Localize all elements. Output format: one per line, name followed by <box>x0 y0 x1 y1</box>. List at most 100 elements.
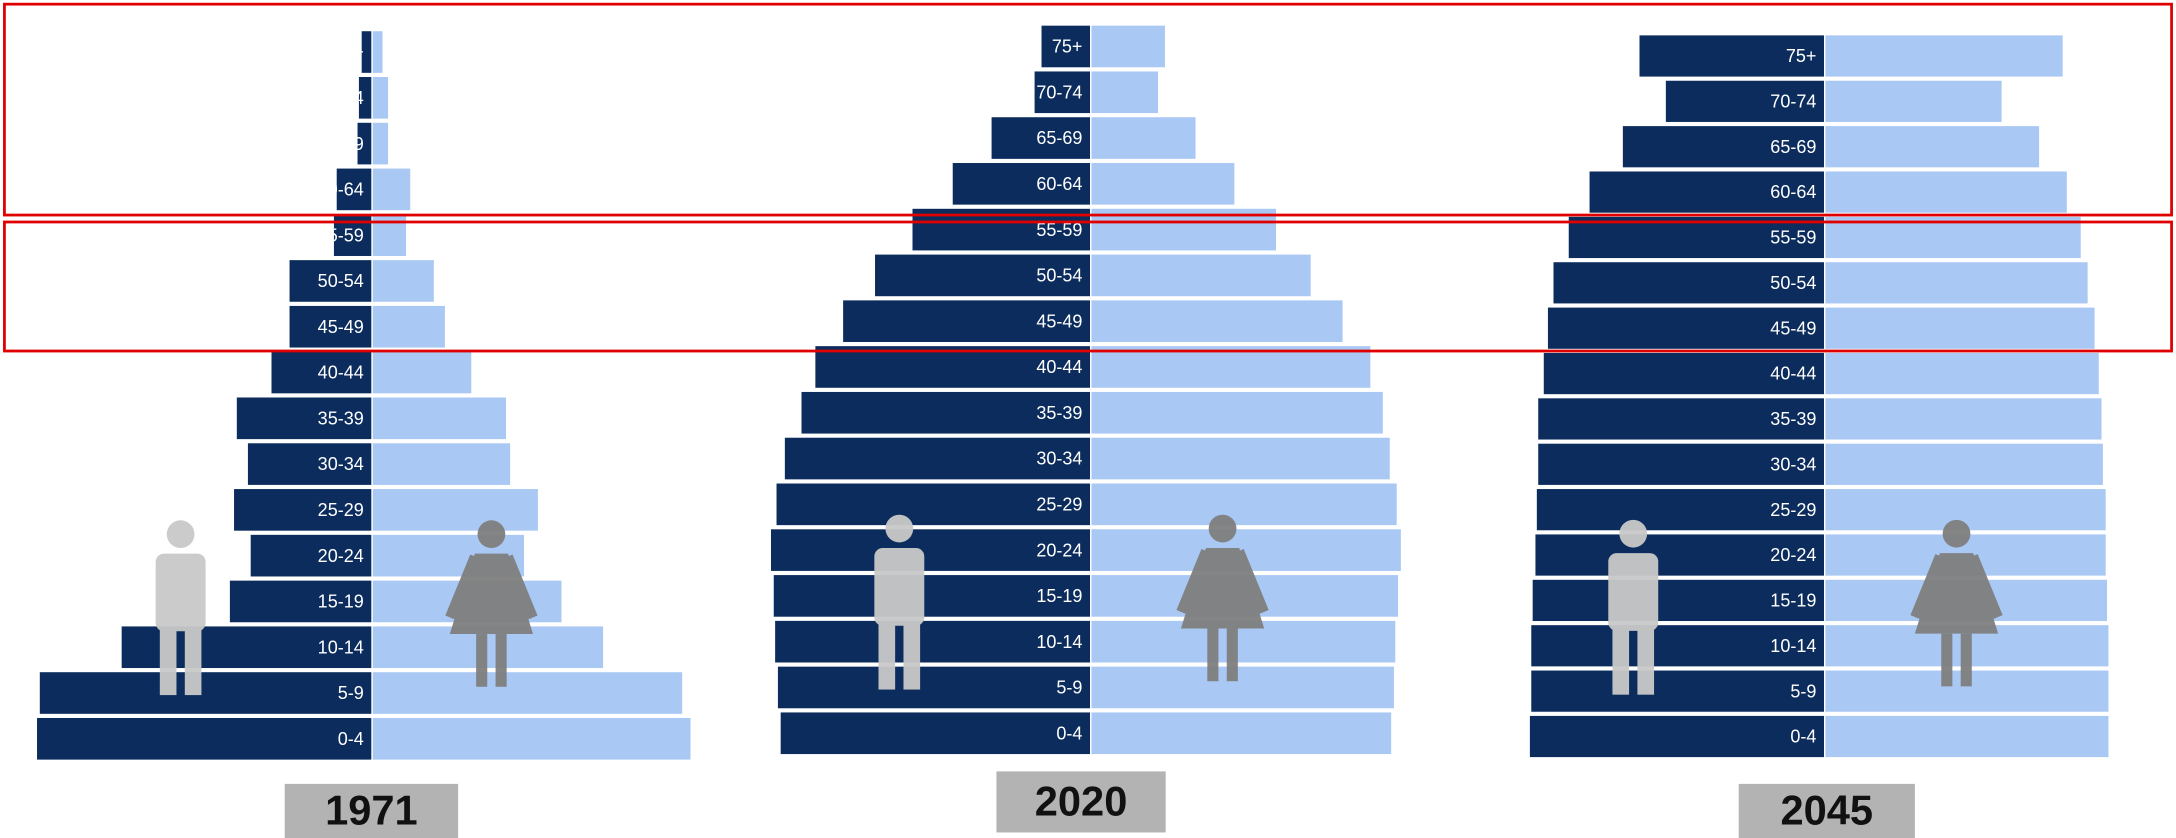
age-label: 35-39 <box>1036 403 1082 423</box>
icon-leg <box>1226 628 1238 682</box>
age-label: 25-29 <box>1770 500 1816 520</box>
year-label: 2020 <box>1035 778 1128 825</box>
male-bar <box>776 665 1092 710</box>
icon-head <box>1208 514 1237 543</box>
female-bar <box>1090 70 1160 115</box>
age-label: 60-64 <box>1036 174 1082 194</box>
icon-head <box>1942 519 1971 548</box>
female-bar <box>371 716 692 761</box>
icon-leg <box>184 625 202 696</box>
male-bar <box>1528 714 1826 759</box>
age-label: 25-29 <box>1036 494 1082 514</box>
age-label: 25-29 <box>318 500 364 520</box>
age-label: 65-69 <box>1770 137 1816 157</box>
female-bar <box>371 441 512 487</box>
female-bar <box>371 75 390 121</box>
pyramids: 75+ 70-74 65-69 60-64 55-59 50-54 45-49 40-44 35… <box>35 24 2110 838</box>
age-label: 50-54 <box>1036 266 1082 286</box>
icon-leg <box>878 620 896 690</box>
age-label: 50-54 <box>318 271 364 291</box>
icon-leg <box>903 620 921 690</box>
year-label: 2045 <box>1781 787 1874 834</box>
female-bar <box>371 29 384 75</box>
male-bar <box>772 573 1092 619</box>
male-bar <box>288 258 373 304</box>
male-bar <box>228 579 373 624</box>
male-bar <box>1535 487 1826 532</box>
female-bar <box>371 487 540 533</box>
icon-head <box>166 520 195 549</box>
icon-leg <box>1612 625 1630 695</box>
female-bar <box>371 212 408 258</box>
male-bar <box>1529 669 1826 714</box>
male-icon <box>155 520 206 696</box>
female-bar <box>1090 482 1399 527</box>
icon-leg <box>1941 633 1953 687</box>
year-label: 1971 <box>325 787 418 834</box>
female-bar <box>1090 298 1344 344</box>
male-bar <box>38 670 373 716</box>
male-bar <box>232 487 373 533</box>
male-bar <box>1536 442 1826 487</box>
age-label: 45-49 <box>1770 318 1816 338</box>
age-label: 10-14 <box>1770 636 1816 656</box>
age-label: 65-69 <box>318 134 364 154</box>
male-bar <box>1534 533 1826 578</box>
age-label: 75+ <box>1786 46 1817 66</box>
female-icon <box>445 520 538 687</box>
male-bar <box>783 436 1092 481</box>
age-label: 5-9 <box>1056 678 1082 698</box>
age-label: 0-4 <box>1056 723 1082 743</box>
icon-arms <box>1910 554 2003 619</box>
icon-body <box>874 548 925 626</box>
age-label: 35-39 <box>318 408 364 428</box>
age-label: 60-64 <box>318 180 364 200</box>
female-bar <box>371 121 390 166</box>
icon-body <box>1608 553 1659 631</box>
female-bar <box>371 304 447 349</box>
female-bar <box>1824 260 2090 305</box>
male-bar <box>1536 396 1826 441</box>
age-label: 0-4 <box>1790 727 1816 747</box>
age-label: 20-24 <box>1036 540 1082 560</box>
female-bar <box>371 670 684 716</box>
female-bar <box>1090 665 1396 710</box>
male-bar <box>1546 306 1826 351</box>
icon-body <box>155 553 206 632</box>
year-box <box>284 783 459 838</box>
age-label: 55-59 <box>1036 220 1082 240</box>
female-bar <box>371 350 473 395</box>
icon-head <box>885 514 914 543</box>
age-label: 10-14 <box>1036 632 1082 652</box>
age-label: 5-9 <box>1790 681 1816 701</box>
female-bar <box>1090 253 1313 298</box>
male-bar <box>35 716 373 761</box>
icon-leg <box>1637 625 1655 695</box>
female-bar <box>1824 306 2096 351</box>
male-icon <box>874 514 925 690</box>
age-label: 5-9 <box>338 683 364 703</box>
age-label: 10-14 <box>318 637 364 657</box>
age-label: 70-74 <box>318 88 364 108</box>
icon-leg <box>495 634 507 687</box>
icon-head <box>1619 519 1648 548</box>
female-bar <box>371 258 436 304</box>
male-bar <box>246 441 373 487</box>
age-label: 70-74 <box>1770 92 1816 112</box>
age-label: 70-74 <box>1036 82 1082 102</box>
age-label: 40-44 <box>1036 357 1082 377</box>
male-bar <box>769 527 1092 573</box>
male-bar <box>990 115 1092 161</box>
age-label: 75+ <box>333 42 364 62</box>
female-bar <box>1824 79 2004 124</box>
female-bar <box>1090 711 1393 756</box>
male-bar <box>1638 33 1826 78</box>
year-box <box>1738 783 1915 838</box>
age-label: 50-54 <box>1770 273 1816 293</box>
age-label: 15-19 <box>1770 591 1816 611</box>
age-label: 65-69 <box>1036 128 1082 148</box>
male-bar <box>775 482 1092 527</box>
age-label: 20-24 <box>318 546 364 566</box>
age-label: 55-59 <box>1770 228 1816 248</box>
male-bar <box>288 304 373 349</box>
